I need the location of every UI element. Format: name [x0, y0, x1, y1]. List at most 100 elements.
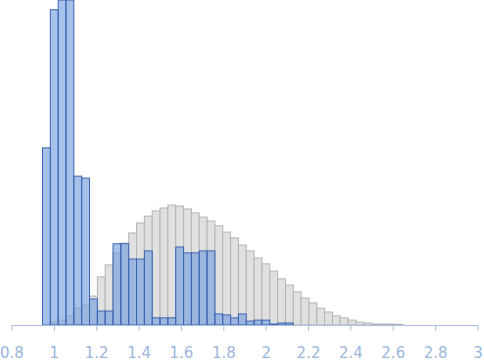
histogram-bar [191, 213, 199, 325]
histogram-bar [293, 292, 301, 325]
x-tick [478, 325, 479, 331]
x-tick [12, 325, 13, 331]
x-tick-label: 2.2 [297, 344, 321, 362]
histogram-bar [364, 323, 372, 325]
histogram-bar [270, 324, 278, 325]
histogram-bar [152, 318, 160, 325]
x-tick [223, 325, 224, 331]
histogram-bar [160, 208, 168, 325]
histogram-bar [184, 209, 192, 325]
histogram-bar [301, 325, 309, 326]
histogram-bar [223, 315, 231, 325]
histogram-bar [238, 314, 246, 325]
histogram-bar [97, 311, 105, 325]
histogram-bar [199, 217, 207, 325]
x-tick-label: 2 [261, 344, 271, 362]
x-tick-label: 1 [50, 344, 60, 362]
histogram-bar [332, 325, 340, 326]
bars [43, 0, 404, 325]
histogram-bar [207, 251, 215, 325]
x-tick [54, 325, 55, 331]
histogram-bar [105, 265, 113, 325]
histogram-bar [176, 206, 184, 325]
histogram-bar [309, 303, 317, 325]
x-tick [96, 325, 97, 331]
x-tick-label: 2.6 [381, 344, 405, 362]
histogram-bar [231, 238, 239, 325]
histogram-bar [223, 232, 231, 325]
histogram-bar [50, 10, 58, 325]
x-tick [266, 325, 267, 331]
histogram-bar [129, 233, 137, 325]
histogram-bar [144, 251, 152, 325]
histogram-bar [317, 325, 325, 326]
histogram-bar [137, 259, 145, 325]
histogram-bar [395, 325, 403, 326]
histogram-bar [340, 325, 348, 326]
histogram-bar [113, 244, 121, 325]
histogram-bar [121, 243, 129, 325]
x-tick-label: 3 [473, 344, 483, 362]
histogram-bar [97, 277, 105, 325]
histogram-bar [262, 320, 270, 325]
histogram-bar [325, 312, 333, 325]
histogram-bar [364, 325, 372, 326]
histogram-bar [168, 318, 176, 325]
histogram-bar [372, 325, 380, 326]
x-tick [435, 325, 436, 331]
x-tick [308, 325, 309, 331]
histogram-bar [348, 325, 356, 326]
histogram-bar [356, 325, 364, 326]
histogram-bar [207, 221, 215, 325]
x-tick-label: 1.4 [127, 344, 151, 362]
x-tick [139, 325, 140, 331]
histogram-bar [340, 318, 348, 325]
histogram-bar [121, 244, 129, 325]
histogram-bar [129, 259, 137, 325]
histogram-bar [356, 322, 364, 325]
x-tick-label: 2.4 [339, 344, 363, 362]
histogram-bar [160, 318, 168, 325]
histogram-bar [246, 251, 254, 325]
histogram-bar [325, 325, 333, 326]
histogram-bar [309, 325, 317, 326]
histogram-bar [254, 258, 262, 325]
histogram-bar [348, 320, 356, 325]
histogram-bar [199, 251, 207, 325]
histogram-bar [58, 0, 66, 325]
histogram-bar [372, 324, 380, 325]
x-tick [393, 325, 394, 331]
histogram-bar [293, 325, 301, 326]
histogram-bar [90, 296, 98, 325]
histogram-bar [380, 324, 388, 325]
histogram-bar [144, 216, 152, 325]
histogram-bar [380, 325, 388, 326]
histogram-bar [152, 211, 160, 325]
histogram-bar [246, 321, 254, 325]
histogram-bar [137, 223, 145, 325]
histogram-bar [387, 325, 395, 326]
histogram-bar [387, 324, 395, 325]
x-tick-label: 1.8 [212, 344, 236, 362]
histogram-bar [301, 298, 309, 325]
histogram-bar [74, 176, 82, 325]
x-tick-label: 2.8 [424, 344, 448, 362]
x-tick-label: 1.6 [170, 344, 194, 362]
histogram-bar [215, 226, 223, 325]
x-tick [181, 325, 182, 331]
histogram-bar [278, 323, 286, 325]
x-axis [12, 325, 478, 326]
histogram-bar [231, 318, 239, 325]
histogram-bar [254, 320, 262, 325]
histogram-bar [66, 0, 74, 325]
histogram-bar [176, 247, 184, 325]
histogram-bar [278, 279, 286, 325]
histogram-bar [43, 148, 51, 325]
histogram-bar [285, 323, 293, 325]
histogram-bar [105, 311, 113, 325]
histogram-bar [262, 264, 270, 325]
histogram-bar [317, 308, 325, 325]
histogram-bar [285, 285, 293, 325]
histogram-bar [168, 205, 176, 325]
histogram-bar [90, 299, 98, 325]
